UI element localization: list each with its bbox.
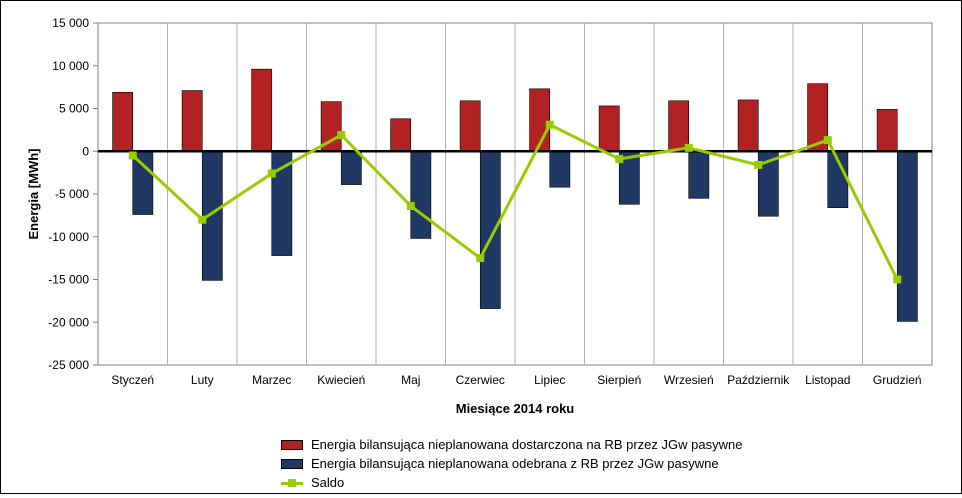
y-tick-label: 5 000: [59, 102, 89, 116]
bar-delivered: [390, 118, 412, 152]
marker-saldo: [684, 143, 693, 152]
marker-saldo: [337, 131, 346, 140]
x-tick-label: Sierpień: [597, 373, 641, 387]
y-tick-label: -5 000: [55, 187, 89, 201]
bar-delivered: [181, 90, 203, 152]
bar-received: [132, 150, 154, 215]
x-tick-label: Lipiec: [534, 373, 565, 387]
legend-swatch-delivered: [281, 439, 303, 450]
y-tick-label: 0: [82, 144, 89, 158]
marker-saldo: [128, 151, 137, 160]
legend-swatch-received: [281, 458, 303, 469]
x-tick-label: Marzec: [252, 373, 291, 387]
marker-saldo: [754, 160, 763, 169]
marker-saldo: [198, 215, 207, 224]
x-tick-label: Luty: [191, 373, 214, 387]
y-tick-label: -10 000: [48, 230, 89, 244]
x-axis-title: Miesiące 2014 roku: [456, 401, 575, 416]
bar-received: [688, 150, 710, 199]
bar-received: [549, 150, 571, 188]
x-tick-label: Styczeń: [111, 373, 154, 387]
series-line-saldo: [131, 122, 899, 281]
y-tick-label: 10 000: [52, 59, 89, 73]
bar-delivered: [459, 100, 481, 152]
bar-received: [340, 150, 362, 185]
x-tick-label: Listopad: [805, 373, 850, 387]
bar-delivered: [737, 99, 759, 152]
y-axis-title: Energia [MWh]: [26, 149, 41, 240]
bar-delivered: [876, 109, 898, 152]
bar-delivered: [112, 91, 134, 152]
x-tick-label: Czerwiec: [456, 373, 505, 387]
bar-received: [896, 150, 918, 322]
marker-saldo: [406, 201, 415, 210]
y-tick-label: 15 000: [52, 16, 89, 30]
bar-delivered: [251, 68, 273, 152]
x-tick-label: Październik: [727, 373, 790, 387]
legend-item-delivered: Energia bilansująca nieplanowana dostarc…: [281, 435, 742, 454]
legend-label-saldo: Saldo: [311, 475, 345, 490]
bar-delivered: [668, 100, 690, 152]
legend: Energia bilansująca nieplanowana dostarc…: [281, 435, 742, 492]
legend-swatch-saldo: [281, 478, 303, 488]
marker-saldo: [823, 136, 832, 145]
marker-saldo: [476, 254, 485, 263]
marker-saldo: [893, 275, 902, 284]
bar-received: [410, 150, 432, 239]
x-tick-label: Kwiecień: [317, 373, 365, 387]
x-tick-label: Grudzień: [873, 373, 922, 387]
y-tick-label: -25 000: [48, 358, 89, 372]
x-tick-label: Wrzesień: [664, 373, 714, 387]
bar-delivered: [598, 105, 620, 152]
marker-saldo: [615, 154, 624, 163]
legend-label-received: Energia bilansująca nieplanowana odebran…: [311, 456, 719, 471]
marker-saldo: [267, 169, 276, 178]
x-tick-label: Maj: [401, 373, 420, 387]
legend-label-delivered: Energia bilansująca nieplanowana dostarc…: [311, 437, 743, 452]
y-tick-label: -15 000: [48, 273, 89, 287]
bar-received: [479, 150, 501, 309]
marker-saldo: [545, 120, 554, 129]
legend-item-received: Energia bilansująca nieplanowana odebran…: [281, 454, 742, 473]
legend-item-saldo: Saldo: [281, 473, 742, 492]
y-tick-label: -20 000: [48, 315, 89, 329]
